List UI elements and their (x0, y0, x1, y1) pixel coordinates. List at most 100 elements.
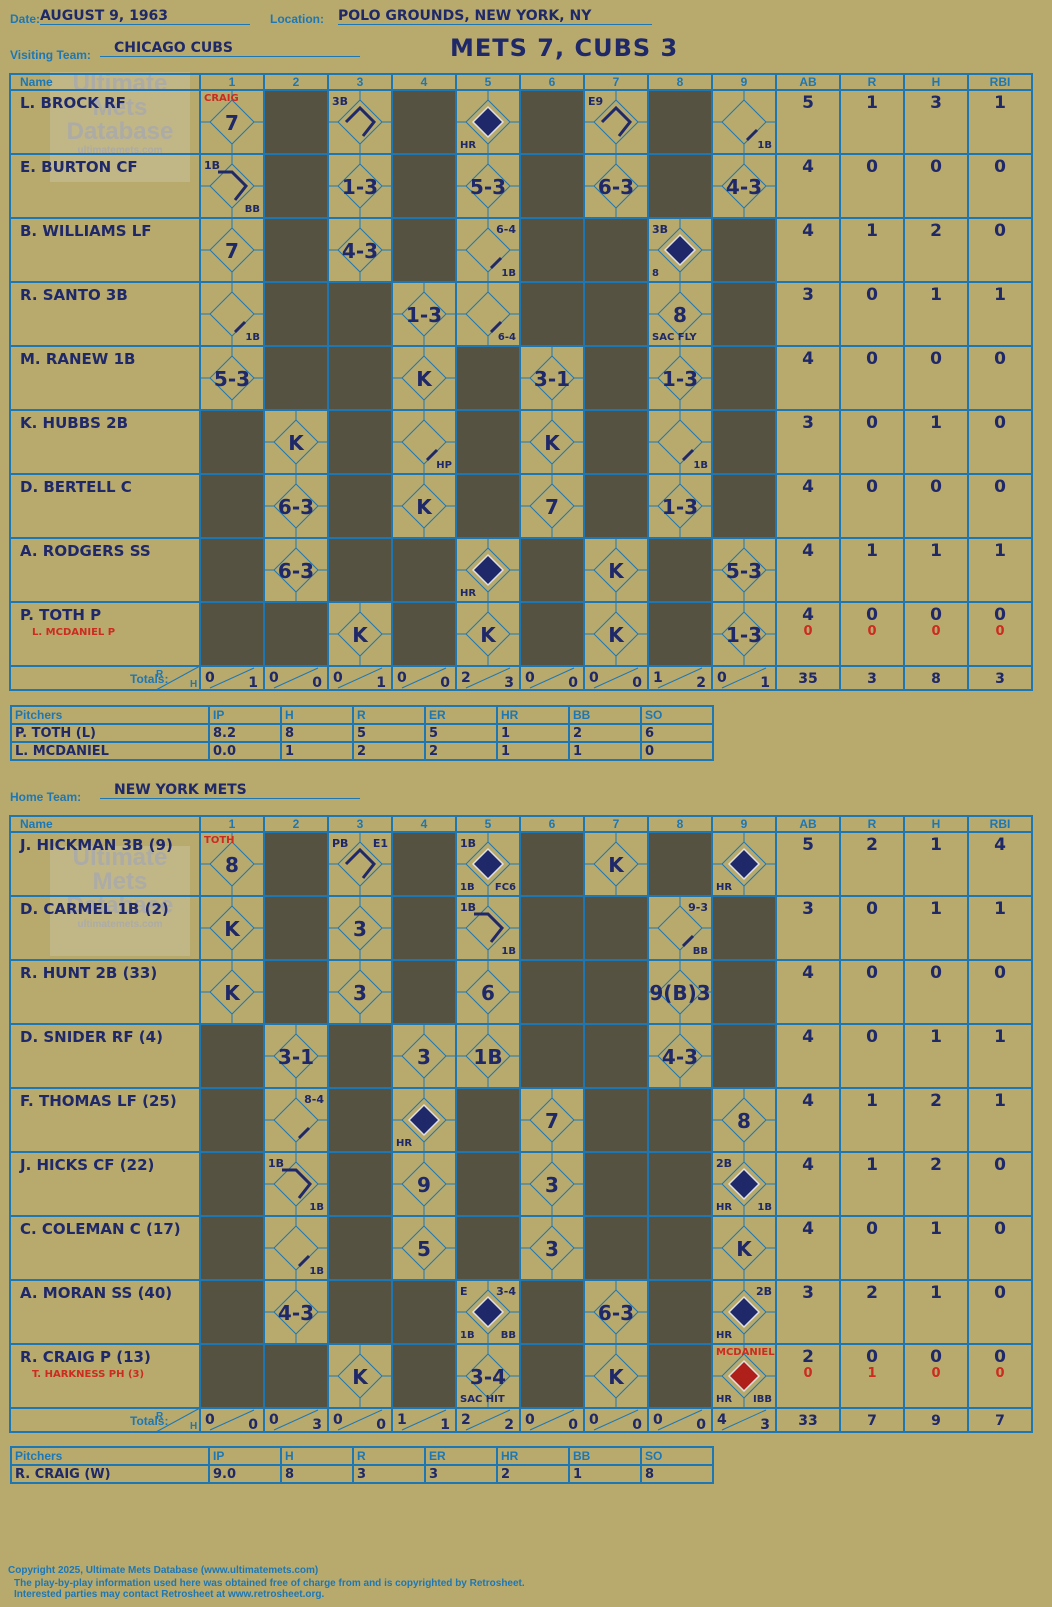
player-stat-rbi: 1 (994, 1091, 1006, 1111)
inactive-cell (200, 1344, 264, 1408)
inactive-cell (584, 1024, 648, 1088)
inactive-cell (584, 1216, 648, 1280)
inactive-cell (648, 1152, 712, 1216)
player-stat-h: 1 (930, 1027, 942, 1047)
inning-header-1: 1 (229, 817, 236, 831)
player-stat-r: 1 (866, 1155, 878, 1175)
pitching-header-cell: Pitchers (10, 705, 210, 725)
first-base-path (681, 934, 695, 948)
pitching-header-cell: ER (424, 705, 498, 725)
inactive-cell (456, 346, 520, 410)
inning-header-8: 8 (677, 817, 684, 831)
play-note: 1B (460, 1330, 475, 1341)
player-stat-ab: 3 (802, 899, 814, 919)
base-diamond (401, 1225, 447, 1271)
play-note: HR (716, 1330, 732, 1341)
inactive-cell (392, 1344, 456, 1408)
inactive-cell (328, 410, 392, 474)
totals-slash (529, 667, 575, 689)
inactive-cell (264, 832, 328, 896)
pitching-cell: P. TOTH (L) (10, 723, 210, 743)
player-stat-r: 0 (866, 349, 878, 369)
team-total-r: 3 (867, 671, 877, 687)
player-name: K. HUBBS 2B (20, 414, 128, 432)
location-label: Location: (270, 12, 324, 26)
pitching-cell: 2 (424, 741, 498, 761)
player-name: J. HICKMAN 3B (9) (19, 836, 173, 854)
player-stat-ab: 5 (802, 93, 814, 113)
inactive-cell (520, 282, 584, 346)
inactive-cell (392, 154, 456, 218)
player-stat-r: 0 (866, 1027, 878, 1047)
pitching-cell: 5 (352, 723, 426, 743)
player-stat-h: 0 (930, 605, 942, 625)
run-scored-diamond (407, 1103, 441, 1137)
base-diamond (337, 227, 383, 273)
inning-header-7: 7 (613, 75, 620, 89)
first-base-path (297, 1254, 311, 1268)
player-name: F. THOMAS LF (25) (20, 1092, 177, 1110)
inactive-cell (712, 960, 776, 1024)
player-stat-r: 0 (866, 285, 878, 305)
third-base-path (600, 105, 633, 137)
player-stat-rbi: 0 (994, 1347, 1006, 1367)
inactive-cell (328, 1280, 392, 1344)
run-scored-diamond (471, 1295, 505, 1329)
inactive-cell (520, 1024, 584, 1088)
pitching-header-cell: HR (496, 705, 570, 725)
play-note: 1B (757, 140, 772, 151)
inactive-cell (712, 474, 776, 538)
pitching-header-cell: H (280, 705, 354, 725)
first-base-path (489, 256, 503, 270)
pitching-row: R. CRAIG (W) 9.0 8 3 3 2 1 8 (10, 1464, 714, 1484)
second-base-path (474, 912, 505, 943)
play-result: K (288, 431, 305, 455)
base-diamond (337, 611, 383, 657)
play-result: K (352, 623, 369, 647)
inactive-cell (328, 1088, 392, 1152)
totals-slash (721, 667, 767, 689)
totals-hits-label: H (190, 1421, 197, 1432)
player-stat-rbi: 1 (994, 285, 1006, 305)
inactive-cell (392, 1280, 456, 1344)
base-diamond (209, 969, 255, 1015)
base-diamond (209, 163, 255, 209)
pitching-cell: 6 (640, 723, 714, 743)
substitute-stat-ab: 0 (803, 1366, 812, 1381)
inactive-cell (520, 1280, 584, 1344)
substitute-name: T. HARKNESS PH (3) (32, 1369, 144, 1380)
player-name: M. RANEW 1B (20, 350, 135, 368)
inactive-cell (200, 410, 264, 474)
inactive-cell (584, 896, 648, 960)
player-stat-r: 1 (866, 93, 878, 113)
stat-header-ab: AB (799, 75, 817, 89)
pitching-cell: 8 (280, 1464, 354, 1484)
play-note: E9 (588, 95, 603, 108)
inactive-cell (264, 346, 328, 410)
inactive-cell (584, 218, 648, 282)
inning-hits: 0 (312, 675, 322, 691)
inactive-cell (456, 410, 520, 474)
inactive-cell (328, 346, 392, 410)
player-stat-ab: 2 (802, 1347, 814, 1367)
play-result: 3 (353, 981, 367, 1005)
first-base-path (489, 320, 503, 334)
player-name: D. SNIDER RF (4) (20, 1028, 163, 1046)
play-note: BB (501, 1330, 516, 1341)
play-result: K (544, 431, 561, 455)
base-diamond (721, 547, 767, 593)
inning-hits: 0 (440, 675, 450, 691)
play-result: 7 (225, 111, 239, 135)
play-note: FC6 (495, 882, 516, 893)
base-diamond (273, 1289, 319, 1335)
player-name: L. BROCK RF (20, 94, 126, 112)
player-stat-r: 0 (866, 157, 878, 177)
inactive-cell (520, 602, 584, 666)
inactive-cell (648, 832, 712, 896)
inactive-cell (456, 474, 520, 538)
inning-hits: 1 (440, 1417, 450, 1433)
inactive-cell (648, 602, 712, 666)
pitching-cell: 2 (496, 1464, 570, 1484)
pitching-header-cell: SO (640, 1446, 714, 1466)
inning-runs: 0 (589, 670, 599, 686)
